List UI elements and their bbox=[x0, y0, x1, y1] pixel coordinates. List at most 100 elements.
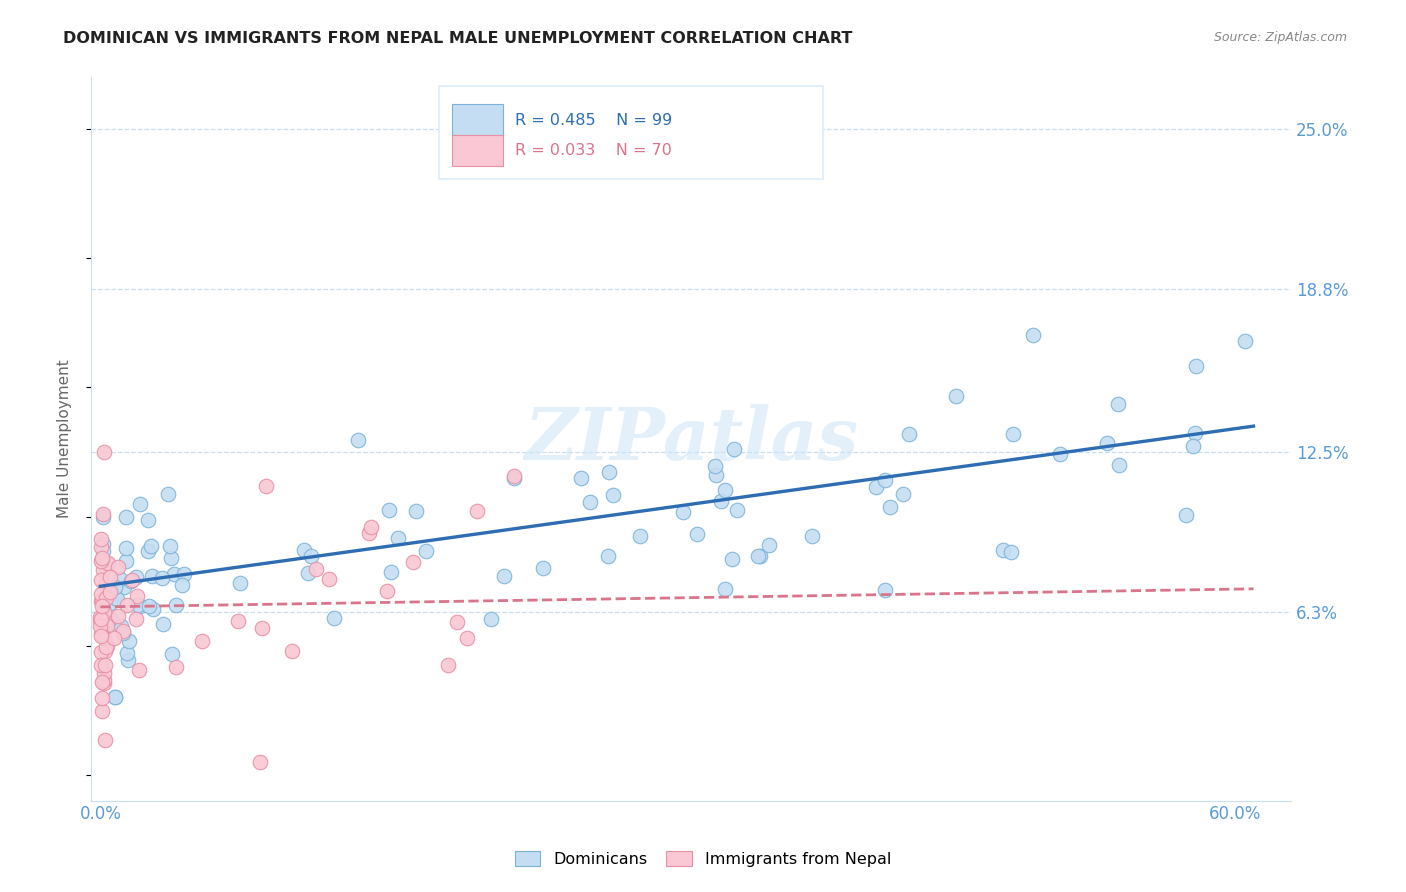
Point bbox=[1108, 458, 1130, 472]
Point bbox=[110, 618, 132, 632]
Point bbox=[672, 505, 695, 519]
Point bbox=[90, 704, 112, 718]
Point bbox=[191, 634, 214, 648]
Point bbox=[897, 426, 920, 441]
Point bbox=[415, 543, 437, 558]
Point bbox=[128, 663, 150, 677]
Point bbox=[598, 466, 620, 480]
Point bbox=[96, 640, 118, 654]
Point bbox=[91, 508, 114, 522]
Point bbox=[725, 503, 748, 517]
Point bbox=[117, 653, 139, 667]
Point bbox=[115, 541, 138, 556]
Point bbox=[292, 542, 315, 557]
Point bbox=[249, 755, 271, 769]
FancyBboxPatch shape bbox=[453, 104, 503, 136]
Point bbox=[98, 612, 121, 626]
Point bbox=[93, 510, 115, 524]
Point bbox=[360, 520, 382, 534]
Point bbox=[873, 474, 896, 488]
Point bbox=[156, 486, 179, 500]
Point bbox=[114, 554, 136, 568]
Point bbox=[1107, 397, 1129, 411]
Point bbox=[91, 564, 114, 578]
Point bbox=[598, 549, 620, 563]
Point bbox=[90, 554, 112, 568]
Point bbox=[446, 615, 468, 629]
Point bbox=[93, 733, 115, 747]
Point bbox=[879, 500, 901, 515]
Point bbox=[90, 593, 112, 607]
Point bbox=[125, 612, 148, 626]
Point bbox=[531, 561, 554, 575]
Point bbox=[93, 665, 115, 680]
Point bbox=[96, 556, 118, 570]
Point bbox=[1174, 508, 1197, 523]
Point bbox=[91, 625, 114, 640]
Point bbox=[1184, 426, 1206, 441]
Point bbox=[162, 647, 184, 661]
Point bbox=[304, 562, 326, 576]
Point bbox=[229, 576, 252, 591]
Point bbox=[387, 531, 409, 545]
Point bbox=[758, 539, 780, 553]
Point bbox=[254, 479, 277, 493]
Point bbox=[91, 591, 114, 606]
Point bbox=[139, 539, 162, 553]
Point bbox=[90, 657, 112, 672]
Point bbox=[94, 622, 117, 636]
Point bbox=[465, 504, 488, 518]
Point bbox=[127, 589, 149, 603]
Legend: Dominicans, Immigrants from Nepal: Dominicans, Immigrants from Nepal bbox=[509, 845, 897, 873]
Point bbox=[1000, 545, 1022, 559]
Point bbox=[90, 540, 112, 554]
Point bbox=[91, 674, 114, 689]
Point bbox=[405, 504, 427, 518]
Point bbox=[1022, 328, 1045, 343]
Point bbox=[90, 573, 112, 587]
Point bbox=[90, 612, 112, 626]
Point bbox=[90, 691, 112, 706]
Point bbox=[723, 442, 745, 457]
Point bbox=[129, 497, 152, 511]
Point bbox=[502, 471, 524, 485]
Point bbox=[103, 631, 125, 645]
Point bbox=[94, 657, 117, 672]
Point bbox=[165, 598, 187, 612]
Point bbox=[115, 647, 138, 661]
Point bbox=[159, 539, 181, 553]
Point bbox=[165, 660, 187, 674]
Point bbox=[118, 634, 141, 648]
Point bbox=[893, 487, 915, 501]
Point bbox=[90, 645, 112, 659]
Point bbox=[98, 584, 121, 599]
Point bbox=[93, 445, 115, 459]
Point bbox=[91, 599, 114, 613]
Point bbox=[89, 629, 111, 643]
Point bbox=[89, 614, 111, 628]
Point bbox=[142, 602, 165, 616]
Point bbox=[115, 510, 138, 524]
Point bbox=[502, 469, 524, 483]
Point bbox=[93, 558, 115, 573]
Point bbox=[226, 614, 249, 628]
Text: R = 0.485    N = 99: R = 0.485 N = 99 bbox=[515, 112, 672, 128]
Point bbox=[347, 433, 370, 447]
Point bbox=[141, 569, 163, 583]
Point bbox=[479, 612, 502, 626]
Point bbox=[748, 549, 770, 564]
Point bbox=[90, 626, 112, 640]
Point bbox=[107, 591, 129, 606]
Point bbox=[112, 624, 135, 638]
Point bbox=[721, 551, 744, 566]
Point bbox=[945, 389, 967, 403]
Point bbox=[125, 569, 148, 583]
Point bbox=[94, 556, 117, 570]
Point bbox=[1049, 446, 1071, 460]
Text: ZIPatlas: ZIPatlas bbox=[524, 403, 858, 475]
Text: R = 0.033    N = 70: R = 0.033 N = 70 bbox=[515, 143, 672, 158]
Point bbox=[94, 591, 117, 605]
Point bbox=[375, 584, 398, 599]
Point bbox=[380, 565, 402, 579]
Point bbox=[378, 503, 401, 517]
